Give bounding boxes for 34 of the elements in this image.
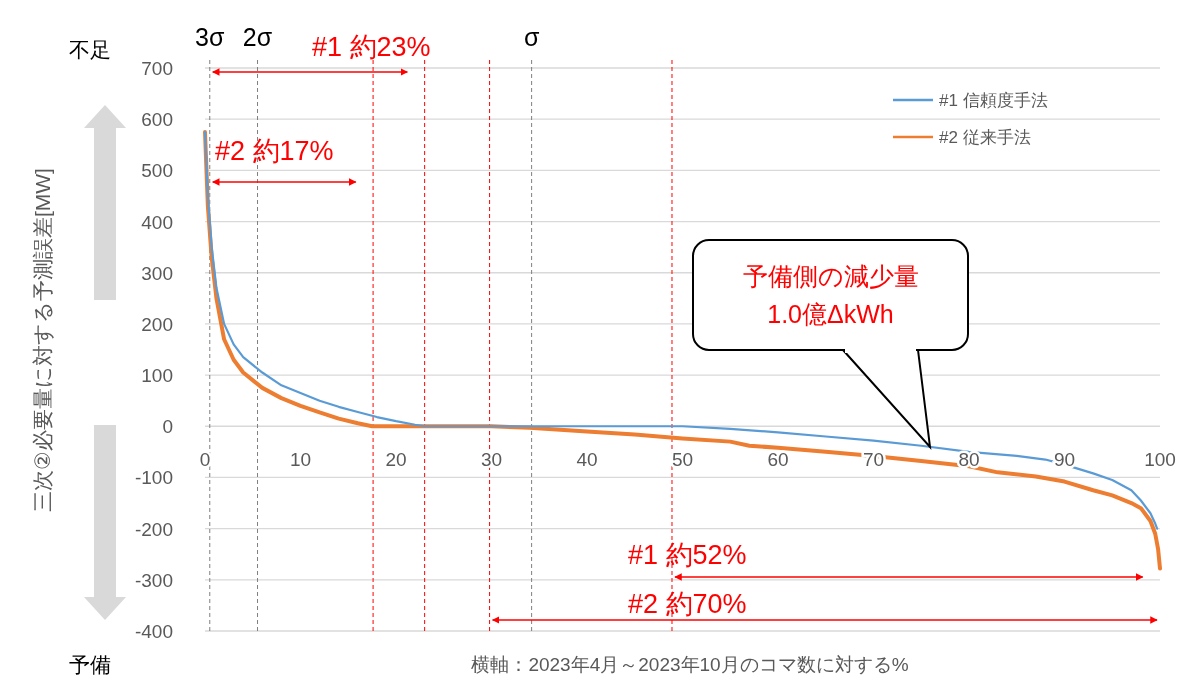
y-tick-label: 700 [141,58,173,79]
y-tick-label: -200 [134,518,173,540]
ref-line-label: 3σ [195,23,226,51]
y-tick-label: 500 [141,160,173,182]
ref-line-label: 2σ [242,23,273,51]
y-tick-label: 600 [141,109,173,131]
y-tick-label: -100 [134,467,173,489]
y-axis-title: 三次②必要量に対する予測誤差[MW] [31,168,54,512]
x-tick-label: 60 [767,449,789,471]
y-tick-label: 0 [162,416,173,438]
x-tick-label: 0 [199,449,211,471]
y-tick-label: -400 [134,621,173,642]
y-tick-label: 300 [141,262,173,284]
x-tick-label: 30 [480,449,503,471]
legend-label: #1 信頼度手法 [939,91,1048,110]
x-tick-label: 10 [289,449,312,471]
text: 不足 [69,38,111,61]
annotation: #2 約70% [628,589,747,619]
text: 予備 [69,653,111,676]
y-tick-label: 400 [141,211,173,233]
legend-label: #2 従来手法 [939,128,1031,147]
x-tick-label: 50 [671,449,694,471]
y-tick-label: 100 [141,365,173,387]
text: #1 約23% [312,32,431,62]
x-tick-label: 20 [385,449,407,471]
annotation: #1 約52% [628,540,747,570]
x-tick-label: 100 [1144,449,1176,471]
annotation: 予備側の減少量 1.0億ΔkWh [742,262,919,328]
annotation: #2 約17% [215,136,334,166]
y-tick-label: -300 [134,569,173,591]
x-tick-label: 40 [576,449,598,471]
x-axis-title: 横軸：2023年4月～2023年10月のコマ数に対する% [471,654,909,675]
y-tick-label: 200 [141,313,173,335]
ref-line-label: σ [523,23,540,51]
